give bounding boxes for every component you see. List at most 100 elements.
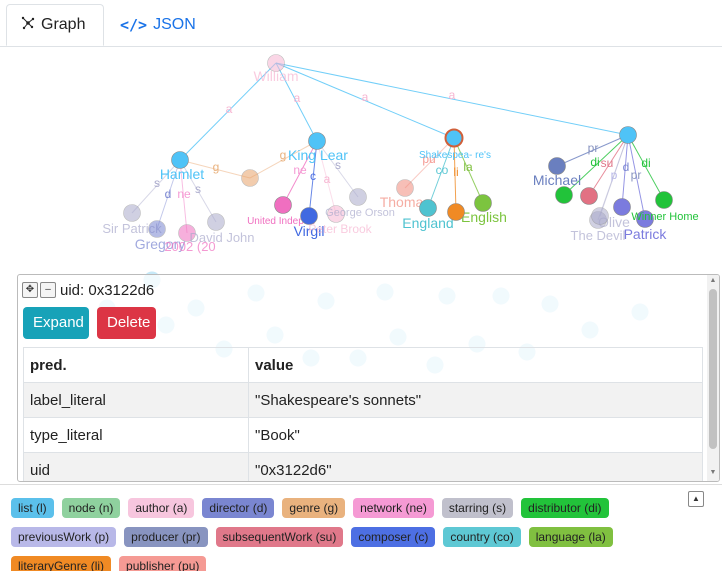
- graph-edge: [588, 134, 629, 197]
- graph-node-circle[interactable]: [548, 157, 566, 175]
- graph-node-circle[interactable]: [591, 207, 609, 225]
- scroll-down-icon[interactable]: ▼: [709, 469, 717, 476]
- scrollbar-thumb[interactable]: [709, 289, 717, 449]
- graph-node-label: Winner Home: [631, 211, 698, 223]
- graph-node[interactable]: [619, 126, 637, 144]
- graph-node-circle[interactable]: [241, 169, 259, 187]
- edge-label: li: [453, 165, 458, 179]
- graph-edge: [131, 159, 181, 214]
- graph-node-circle[interactable]: [207, 213, 225, 231]
- tab-json-label: JSON: [153, 16, 196, 33]
- graph-node[interactable]: The Devil: [571, 207, 626, 244]
- graph-node-circle[interactable]: [171, 151, 189, 169]
- legend-chip[interactable]: language (la): [528, 527, 613, 547]
- graph-node-circle[interactable]: [636, 210, 654, 228]
- graph-edge: [556, 134, 629, 167]
- graph-node-circle[interactable]: [447, 203, 465, 221]
- graph-node-circle[interactable]: [274, 196, 292, 214]
- graph-node-circle[interactable]: [148, 220, 166, 238]
- legend-chip[interactable]: distributor (di): [521, 498, 609, 518]
- legend-chip[interactable]: list (l): [11, 498, 54, 518]
- tab-json[interactable]: </> JSON: [106, 4, 210, 46]
- legend-chip[interactable]: network (ne): [353, 498, 434, 518]
- graph-edge: [308, 140, 318, 217]
- expand-button[interactable]: Expand: [23, 307, 89, 339]
- graph-node-circle[interactable]: [123, 204, 141, 222]
- edge-label: a: [226, 102, 233, 116]
- tab-graph[interactable]: Graph: [6, 4, 104, 46]
- graph-node[interactable]: Shakespea- re's: [419, 128, 491, 162]
- legend-chip[interactable]: director (d): [202, 498, 275, 518]
- graph-node-circle[interactable]: [474, 194, 492, 212]
- graph-node[interactable]: [447, 203, 465, 221]
- graph-node-circle[interactable]: [555, 186, 573, 204]
- graph-edge: [453, 137, 484, 204]
- tab-bar: Graph </> JSON: [0, 0, 722, 47]
- graph-node[interactable]: 2002 (20: [164, 224, 216, 255]
- legend-chip[interactable]: previousWork (p): [11, 527, 117, 547]
- graph-node[interactable]: [241, 169, 259, 187]
- graph-node-circle[interactable]: [655, 191, 673, 209]
- legend-chip[interactable]: literaryGenre (li): [11, 556, 112, 571]
- move-handle-icon[interactable]: ✥: [22, 282, 38, 298]
- table-row: label_literal "Shakespeare's sonnets": [23, 382, 703, 418]
- graph-node[interactable]: [613, 198, 631, 216]
- graph-node[interactable]: [580, 187, 598, 205]
- graph-node[interactable]: William: [253, 54, 299, 85]
- graph-node[interactable]: Patrick: [624, 210, 668, 243]
- graph-node[interactable]: [555, 186, 573, 204]
- graph-node[interactable]: Virgil: [294, 207, 325, 240]
- graph-node-circle[interactable]: [444, 128, 464, 148]
- legend-chip[interactable]: producer (pr): [124, 527, 208, 547]
- graph-node-circle[interactable]: [349, 188, 367, 206]
- legend-chip[interactable]: country (co): [443, 527, 521, 547]
- graph-node-circle[interactable]: [308, 132, 326, 150]
- graph-node-circle[interactable]: [396, 179, 414, 197]
- legend-chip[interactable]: author (a): [128, 498, 195, 518]
- graph-node[interactable]: Winner Home: [631, 191, 699, 224]
- legend-chip[interactable]: node (n): [61, 498, 121, 518]
- graph-node[interactable]: English: [461, 194, 507, 226]
- graph-node[interactable]: England: [402, 199, 454, 232]
- scroll-up-icon[interactable]: ▲: [709, 277, 717, 284]
- graph-node-circle[interactable]: [619, 126, 637, 144]
- edge-label: d: [623, 160, 630, 174]
- graph-node-label: Peter Brook: [308, 222, 372, 236]
- graph-node[interactable]: Sir Patrick: [102, 204, 162, 237]
- pred-header: pred.: [23, 347, 249, 383]
- graph-node[interactable]: United Indepen: [247, 196, 315, 228]
- graph-node[interactable]: George Orson: [325, 188, 395, 220]
- edge-label: ne: [177, 187, 191, 201]
- graph-node-circle[interactable]: [419, 199, 437, 217]
- value-cell: "0x3122d6": [248, 452, 703, 481]
- graph-node-circle[interactable]: [267, 54, 285, 72]
- edge-label: di: [641, 156, 650, 170]
- graph-node[interactable]: Michael: [533, 157, 581, 189]
- graph-node-circle[interactable]: [178, 224, 196, 242]
- graph-node[interactable]: Peter Brook: [308, 205, 373, 237]
- graph-node[interactable]: Gregory: [135, 220, 186, 253]
- graph-node-circle[interactable]: [580, 187, 598, 205]
- collapse-legend-button[interactable]: ▲: [688, 491, 704, 507]
- graph-node[interactable]: David John: [189, 213, 255, 246]
- value-header: value: [248, 347, 703, 383]
- graph-node[interactable]: King Lear: [288, 132, 348, 164]
- graph-node[interactable]: Thomas: [380, 179, 431, 211]
- legend-chip[interactable]: starring (s): [441, 498, 514, 518]
- delete-button[interactable]: Delete: [97, 307, 156, 339]
- legend-chip[interactable]: composer (c): [351, 527, 436, 547]
- graph-edge: [179, 62, 277, 161]
- minimize-button[interactable]: –: [40, 282, 56, 298]
- table-header-row: pred. value: [23, 347, 703, 383]
- graph-node-circle[interactable]: [613, 198, 631, 216]
- legend-chip[interactable]: publisher (pu): [119, 556, 207, 571]
- graph-node-circle[interactable]: [300, 207, 318, 225]
- graph-node-label: England: [402, 215, 453, 231]
- graph-edge: [427, 137, 455, 209]
- graph-node[interactable]: Hamlet: [160, 151, 204, 183]
- panel-scrollbar[interactable]: ▲ ▼: [707, 275, 719, 481]
- legend-chip[interactable]: subsequentWork (su): [215, 527, 344, 547]
- graph-edge: [453, 137, 457, 213]
- graph-node-circle[interactable]: [327, 205, 345, 223]
- legend-chip[interactable]: genre (g): [282, 498, 346, 518]
